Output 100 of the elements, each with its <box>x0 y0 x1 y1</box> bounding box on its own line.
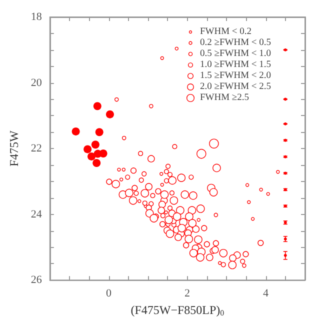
point <box>160 182 164 187</box>
point <box>142 171 147 176</box>
point <box>218 261 222 265</box>
point <box>188 206 196 215</box>
point <box>166 230 174 238</box>
y-tick-label: 24 <box>30 208 42 220</box>
point <box>266 192 270 196</box>
point <box>177 174 186 182</box>
legend-label: 2.0 ≥FWHM < 2.5 <box>200 82 272 92</box>
y-tick-label: 18 <box>30 11 42 23</box>
point <box>250 217 255 221</box>
legend-label: 1.5 ≥FWHM < 2.0 <box>200 71 272 81</box>
point <box>228 260 237 270</box>
point <box>145 183 152 190</box>
point <box>206 254 214 262</box>
point <box>158 206 166 214</box>
point <box>204 241 210 248</box>
point <box>192 225 200 233</box>
point <box>245 183 250 187</box>
y-tick-label: 22 <box>30 142 42 155</box>
point <box>94 150 102 158</box>
point <box>196 218 200 222</box>
point <box>196 204 205 213</box>
point <box>160 190 169 199</box>
point <box>167 206 173 211</box>
legend-label: 0.5 ≥FWHM < 1.0 <box>200 49 272 59</box>
point <box>183 242 190 248</box>
point <box>247 200 251 204</box>
point <box>214 212 218 218</box>
point <box>138 199 142 204</box>
point <box>178 224 186 232</box>
point <box>106 178 112 185</box>
point <box>189 248 198 258</box>
y-axis-title: F475W <box>7 130 21 167</box>
point <box>201 225 208 232</box>
legend-label: 0.2 ≥FWHM < 0.5 <box>200 38 272 48</box>
point <box>93 102 102 110</box>
point <box>140 189 150 198</box>
point <box>148 155 155 162</box>
point <box>196 148 206 159</box>
point <box>159 221 166 228</box>
point <box>189 191 198 200</box>
point <box>276 170 280 174</box>
point <box>160 213 166 218</box>
point <box>169 190 175 196</box>
point <box>84 145 92 154</box>
point <box>212 240 219 246</box>
y-tick-label: 26 <box>30 274 42 286</box>
point <box>185 212 194 221</box>
point <box>167 172 173 178</box>
point <box>194 236 202 244</box>
point <box>150 214 158 222</box>
point <box>240 258 246 264</box>
point <box>188 219 197 228</box>
point <box>259 188 263 192</box>
point <box>174 46 179 50</box>
point <box>92 159 101 168</box>
point <box>95 128 104 136</box>
point <box>112 180 120 188</box>
point <box>242 263 246 268</box>
point <box>180 190 190 199</box>
point <box>211 246 219 254</box>
point <box>117 168 121 172</box>
point <box>164 210 168 214</box>
point <box>130 168 137 174</box>
point <box>132 184 138 192</box>
x-tick-label: 0 <box>106 288 112 300</box>
point <box>188 174 194 180</box>
point <box>125 174 130 180</box>
point <box>138 150 144 156</box>
point <box>219 248 228 258</box>
point <box>164 169 170 174</box>
point <box>134 190 139 196</box>
point <box>242 251 249 258</box>
legend-label: FWHM ≥2.5 <box>200 93 250 103</box>
point <box>174 234 182 241</box>
point <box>164 216 173 224</box>
point <box>91 140 100 149</box>
point <box>125 188 134 198</box>
point <box>196 253 204 262</box>
point <box>88 152 96 160</box>
point <box>170 196 178 205</box>
point <box>158 200 166 208</box>
point <box>138 178 144 183</box>
point <box>209 188 218 196</box>
point <box>258 240 264 246</box>
point <box>165 164 171 169</box>
point <box>114 97 119 102</box>
x-tick-label: 2 <box>184 288 190 300</box>
point <box>229 254 236 262</box>
point <box>149 104 154 108</box>
point <box>160 172 164 176</box>
point <box>172 144 178 150</box>
x-tick-label: 4 <box>263 288 270 300</box>
point <box>142 200 148 206</box>
legend-label: FWHM < 0.2 <box>200 27 252 37</box>
point <box>220 262 226 268</box>
point <box>172 212 182 221</box>
point <box>184 234 193 244</box>
point <box>168 176 176 185</box>
